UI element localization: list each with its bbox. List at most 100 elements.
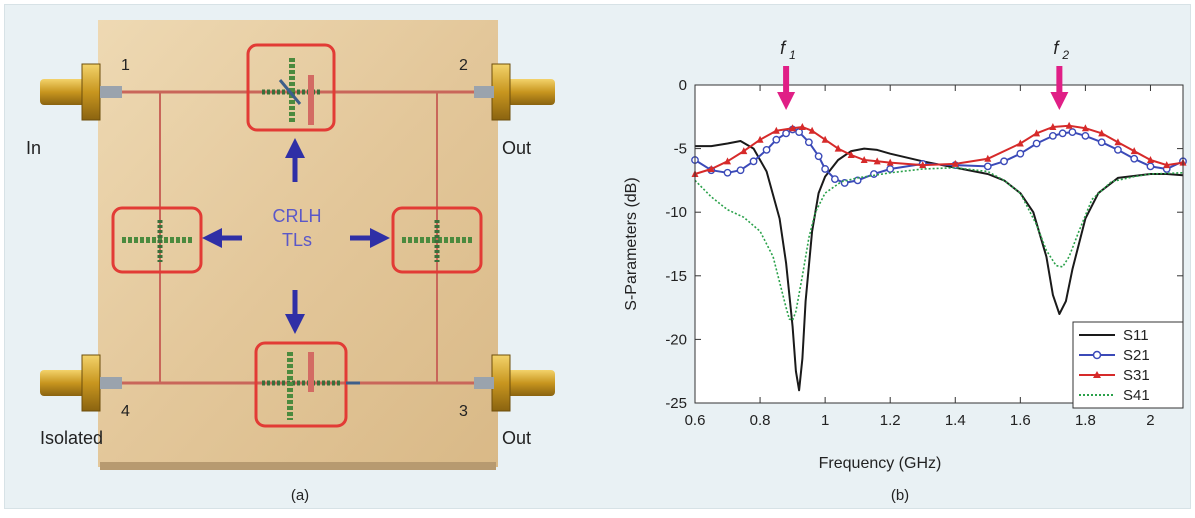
series-line-s11 <box>695 140 1184 392</box>
data-point <box>814 152 823 161</box>
series-s31 <box>691 121 1187 178</box>
port-2-label: 2 <box>459 57 468 74</box>
data-point <box>723 168 732 177</box>
series-s41 <box>694 166 1184 322</box>
data-point <box>1058 129 1067 138</box>
legend-item-s31: S31 <box>1079 367 1150 384</box>
x-tick-label: 1.4 <box>945 412 966 429</box>
data-point <box>724 157 732 165</box>
y-tick-label: -20 <box>665 331 687 348</box>
data-point <box>782 129 790 138</box>
data-point <box>772 135 781 144</box>
legend-label: S21 <box>1123 347 1150 364</box>
data-point <box>795 128 804 136</box>
series-s11 <box>695 140 1184 392</box>
series-s21 <box>691 125 1187 187</box>
y-tick-label: -10 <box>665 204 687 221</box>
data-point <box>1163 161 1171 169</box>
crlh-cell-top <box>246 43 336 132</box>
marker-arrow-head <box>777 92 796 110</box>
data-point <box>1114 138 1122 146</box>
data-point <box>1033 129 1041 137</box>
x-tick-label: 0.8 <box>750 412 771 429</box>
data-point <box>740 147 748 155</box>
data-point <box>1146 156 1154 164</box>
marker-arrow-shaft <box>1056 66 1063 94</box>
data-point <box>762 145 771 154</box>
legend: S11 S21 S31 S41 <box>1072 321 1184 409</box>
marker-subscript: 2 <box>1061 48 1069 62</box>
sma-connector-2 <box>474 63 555 121</box>
data-point <box>1032 139 1041 148</box>
in-label: In <box>26 138 41 158</box>
data-point <box>830 175 839 184</box>
panel-a-photo: CRLH TLs 1 2 3 4 In Out Out Isolated (a) <box>0 0 600 513</box>
plot-frame <box>694 84 1184 404</box>
data-point <box>834 144 842 152</box>
sma-connector-4 <box>40 354 122 412</box>
data-point <box>886 158 894 166</box>
data-point <box>1016 149 1025 158</box>
y-tick-label: -5 <box>674 141 687 158</box>
data-point <box>1068 128 1077 136</box>
port-3-label: 3 <box>459 403 468 420</box>
coupler-photo: CRLH TLs 1 2 3 4 In Out Out Isolated (a) <box>26 20 555 504</box>
legend-box <box>1072 321 1184 409</box>
data-point <box>756 135 764 143</box>
legend-item-s41: S41 <box>1079 387 1150 404</box>
pointer-arrows <box>202 138 390 334</box>
caption-b: (b) <box>891 487 909 504</box>
marker-label: f <box>1053 38 1060 58</box>
data-point <box>789 124 797 132</box>
board-edge <box>100 462 496 470</box>
data-point <box>1065 121 1073 129</box>
y-axis-title: S-Parameters (dB) <box>623 177 640 310</box>
data-point <box>749 157 758 166</box>
series-layer <box>691 121 1187 392</box>
data-point <box>1130 154 1139 163</box>
data-point <box>873 157 881 165</box>
data-point <box>1048 131 1057 140</box>
data-point <box>772 126 780 134</box>
data-point <box>1081 131 1090 140</box>
legend-marker <box>1093 371 1101 378</box>
x-tick-label: 1.8 <box>1075 412 1096 429</box>
legend-label: S11 <box>1123 327 1149 344</box>
data-point <box>1016 139 1024 147</box>
data-point <box>1000 157 1008 166</box>
out-top-label: Out <box>502 138 531 158</box>
data-point <box>736 166 745 175</box>
legend-marker <box>1092 350 1102 360</box>
crlh-label: CRLH <box>272 206 321 226</box>
data-point <box>1130 147 1138 155</box>
crlh-cell-bottom <box>254 341 360 428</box>
data-point <box>1114 145 1122 154</box>
legend-label: S41 <box>1123 387 1150 404</box>
data-point <box>847 150 855 158</box>
marker-arrow-shaft <box>783 66 790 94</box>
out-bottom-label: Out <box>502 428 531 448</box>
y-tick-label: -15 <box>665 268 687 285</box>
data-point <box>870 170 878 178</box>
legend-item-s11: S11 <box>1079 327 1149 344</box>
data-point <box>951 159 959 167</box>
y-tick-label: -25 <box>665 395 687 412</box>
data-point <box>1081 124 1089 132</box>
data-point <box>983 162 992 171</box>
series-line-s41 <box>694 166 1184 322</box>
marker-label: f <box>780 38 787 58</box>
x-tick-label: 2 <box>1146 412 1154 429</box>
data-point <box>1146 162 1155 171</box>
series-line-s21 <box>694 128 1184 184</box>
port-4-label: 4 <box>121 403 130 420</box>
sma-connector-1 <box>40 63 122 121</box>
crlh-cell-left <box>111 206 203 274</box>
data-point <box>886 165 895 173</box>
x-axis-title: Frequency (GHz) <box>819 455 942 472</box>
x-tick-label: 1.2 <box>880 412 901 429</box>
axis-layer: 0.6 0.8 1 1.2 1.4 1.6 1.8 2 0 -5 -10 -15 -20 -25 <box>665 77 1183 429</box>
